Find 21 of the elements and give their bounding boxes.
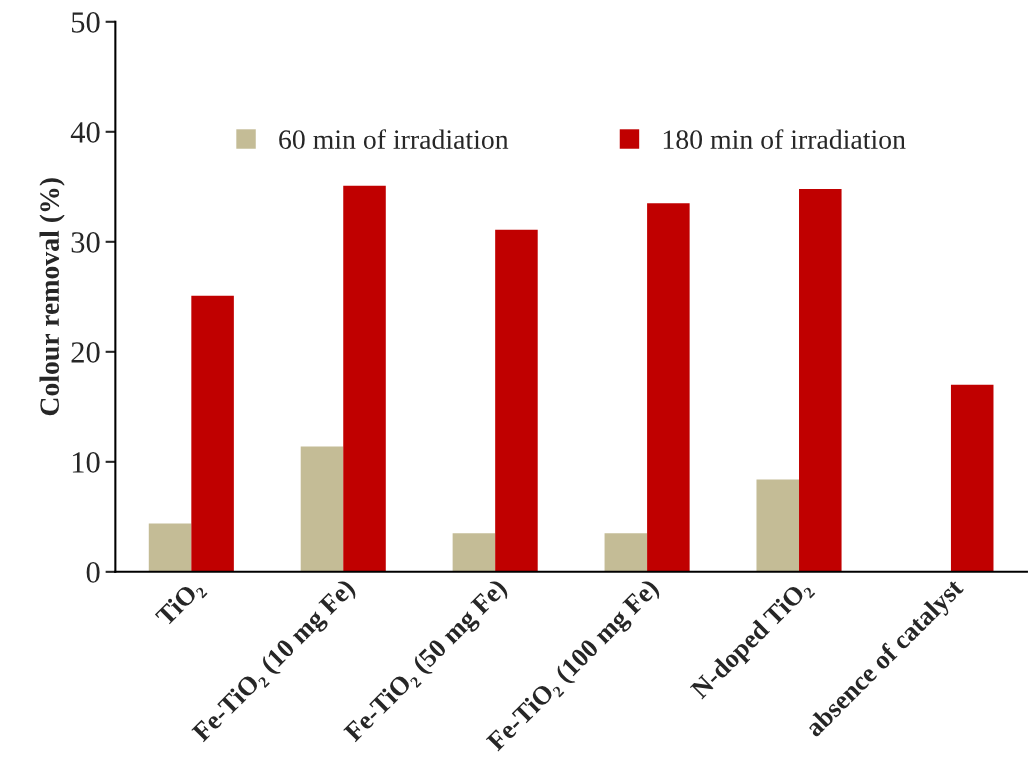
bar	[756, 479, 800, 572]
legend-label: 60 min of irradiation	[279, 129, 509, 150]
y-axis-title: Colour removal (%)	[39, 178, 65, 416]
bar	[604, 533, 648, 572]
y-tick-label: 30	[71, 232, 100, 253]
bar	[950, 384, 994, 572]
bar	[300, 446, 344, 572]
bar	[452, 533, 496, 572]
bar	[191, 295, 234, 572]
y-tick-label: 40	[70, 122, 100, 143]
bar	[799, 189, 842, 572]
y-tick-label: 50	[72, 12, 100, 33]
y-tick-label: 10	[72, 452, 100, 473]
bar	[647, 203, 690, 572]
bar	[343, 185, 386, 572]
legend-label: 180 min of irradiation	[663, 129, 906, 150]
y-tick-label: 0	[86, 562, 100, 583]
bar	[148, 523, 192, 572]
y-tick-label: 20	[71, 342, 100, 363]
x-tick-label: TiO₂	[154, 577, 208, 631]
bar	[495, 229, 538, 572]
